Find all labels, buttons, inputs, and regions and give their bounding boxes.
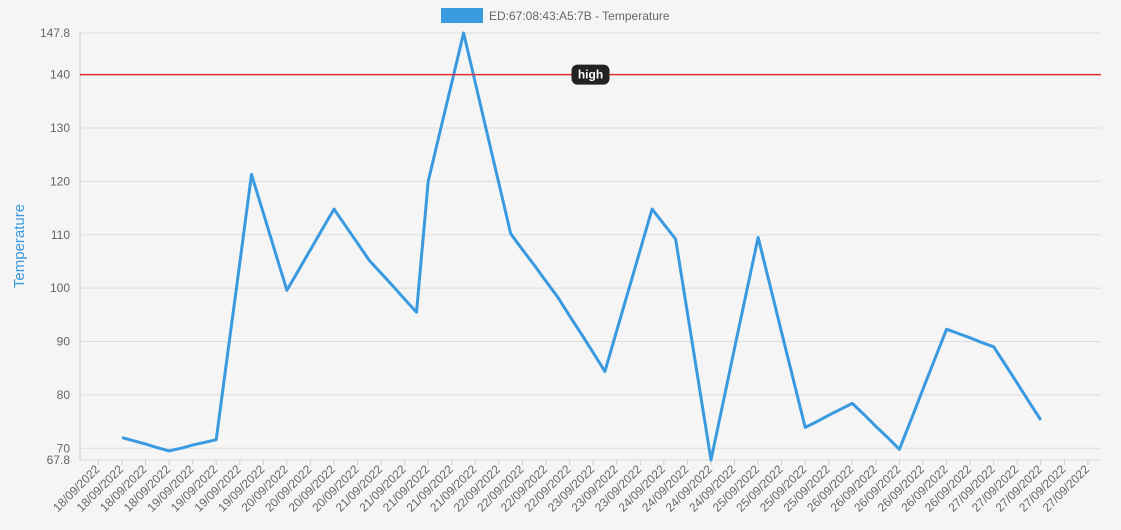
annotation-badge	[571, 64, 610, 85]
y-tick-label: 90	[57, 335, 71, 349]
data-line	[121, 31, 1043, 462]
y-tick-label: 120	[50, 174, 70, 188]
y-axis-title: Temperature	[11, 204, 28, 288]
annotation-label: high	[578, 68, 603, 82]
y-tick-label: 70	[57, 441, 71, 455]
legend-label: ED:67:08:43:A5:7B - Temperature	[489, 9, 670, 23]
y-tick-label: 130	[50, 121, 70, 135]
y-tick-label: 110	[51, 228, 70, 242]
legend-swatch	[441, 8, 483, 23]
y-tick-label: 67.8	[47, 453, 71, 467]
y-tick-label: 140	[50, 68, 70, 82]
y-tick-label: 147.8	[40, 26, 70, 40]
y-tick-label: 80	[57, 388, 71, 402]
y-tick-label: 100	[50, 281, 70, 295]
